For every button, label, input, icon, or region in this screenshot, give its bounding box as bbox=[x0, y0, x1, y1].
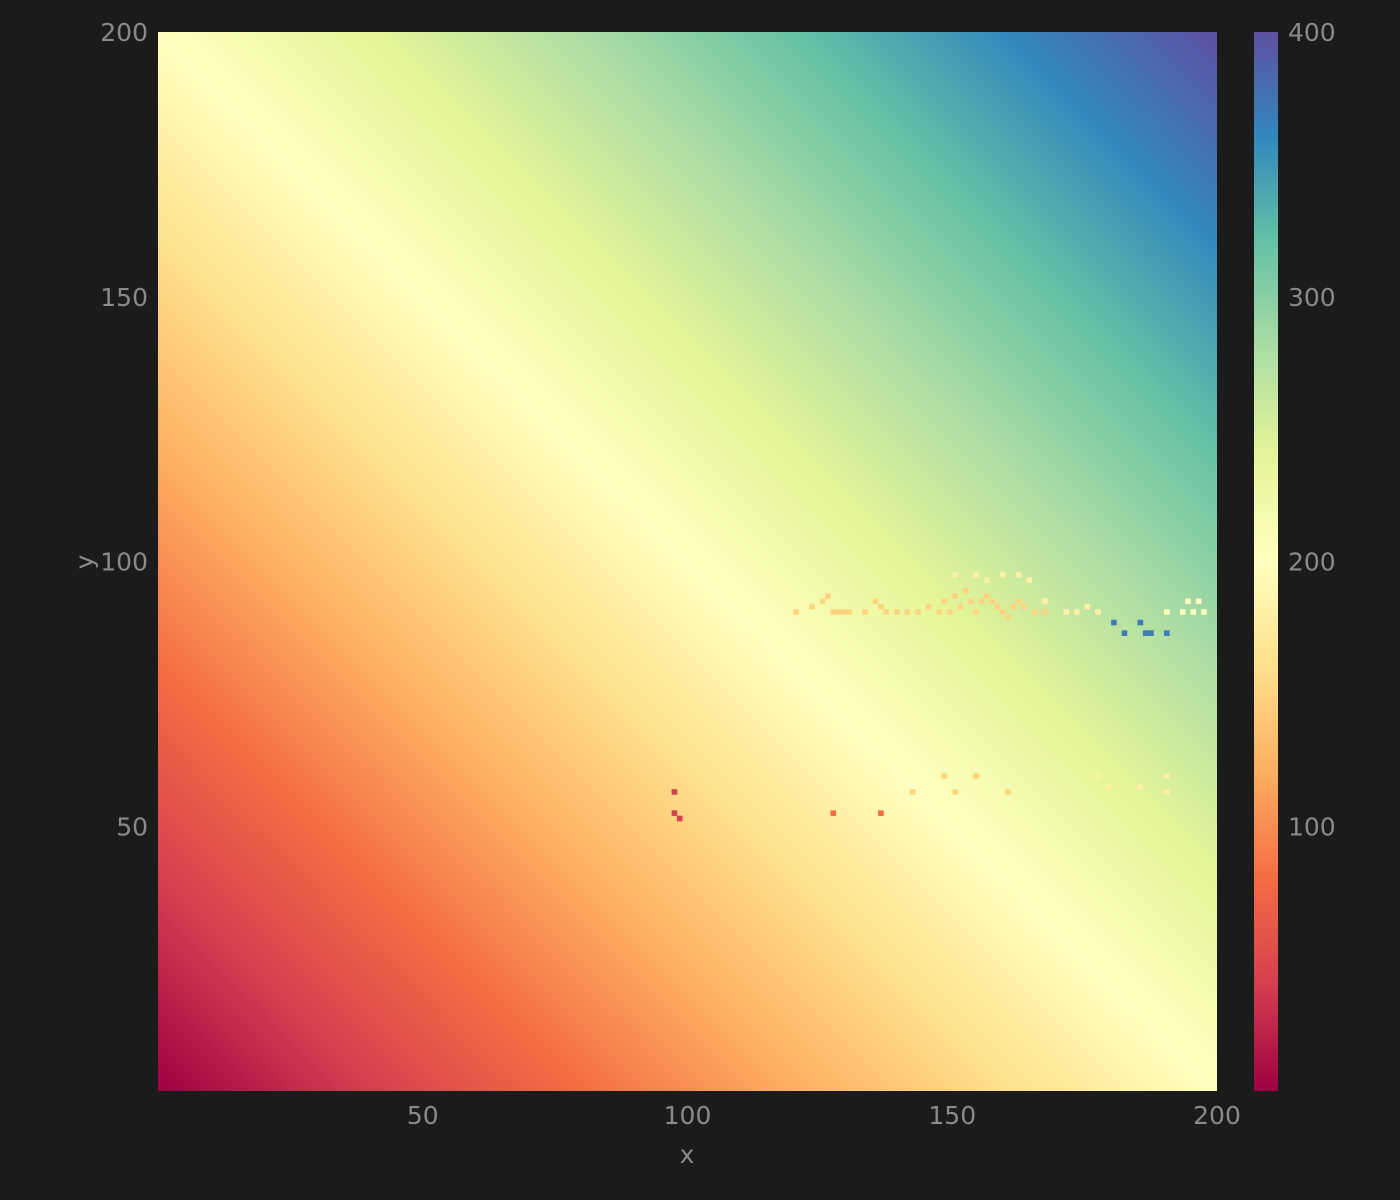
anomaly-cell bbox=[883, 609, 890, 615]
anomaly-cell bbox=[878, 810, 884, 816]
anomaly-cell bbox=[1063, 609, 1070, 615]
anomaly-cell bbox=[1111, 619, 1117, 626]
anomaly-cell bbox=[1164, 609, 1170, 615]
anomaly-cell bbox=[999, 609, 1006, 615]
y-tick-label: 100 bbox=[100, 548, 148, 577]
anomaly-cell bbox=[1195, 598, 1202, 605]
anomaly-cell bbox=[1137, 619, 1144, 626]
x-axis-ticks: 50 100 150 200 bbox=[407, 1101, 1241, 1130]
anomaly-cell bbox=[1042, 609, 1048, 615]
colorbar-tick-label: 400 bbox=[1288, 18, 1336, 47]
anomaly-cell bbox=[846, 609, 852, 615]
anomaly-cell bbox=[1074, 609, 1080, 615]
y-tick-label: 150 bbox=[100, 283, 148, 312]
anomaly-cell bbox=[1015, 572, 1022, 578]
y-tick-label: 200 bbox=[100, 18, 148, 47]
anomaly-cell bbox=[862, 609, 868, 615]
anomaly-cell bbox=[878, 603, 884, 610]
anomaly-cell bbox=[1021, 603, 1027, 610]
anomaly-cell bbox=[1015, 598, 1022, 605]
anomaly-cell bbox=[1084, 603, 1091, 610]
anomaly-cell bbox=[973, 572, 980, 578]
anomaly-cell bbox=[830, 810, 837, 816]
anomaly-cell bbox=[872, 598, 879, 605]
anomaly-cell bbox=[952, 593, 958, 599]
anomaly-cell bbox=[1005, 614, 1011, 621]
anomaly-cell bbox=[973, 773, 980, 779]
y-tick-label: 50 bbox=[116, 812, 148, 841]
y-axis-title: y bbox=[70, 554, 99, 569]
anomaly-cell bbox=[1164, 773, 1170, 779]
anomaly-cell bbox=[809, 603, 815, 610]
anomaly-cell bbox=[978, 598, 985, 605]
anomaly-cell bbox=[1164, 630, 1170, 636]
anomaly-cell bbox=[1005, 789, 1011, 795]
colorbar bbox=[1254, 32, 1278, 1091]
anomaly-cell bbox=[994, 603, 1001, 610]
anomaly-cell bbox=[1148, 630, 1154, 636]
anomaly-cell bbox=[957, 603, 964, 610]
y-axis-ticks: 50 100 150 200 bbox=[100, 18, 148, 841]
colorbar-tick-label: 200 bbox=[1288, 548, 1336, 577]
anomaly-cell bbox=[999, 572, 1006, 578]
anomaly-cell bbox=[894, 609, 900, 615]
x-tick-label: 100 bbox=[664, 1101, 712, 1130]
anomaly-cell bbox=[941, 598, 948, 605]
anomaly-cells bbox=[671, 572, 1207, 822]
anomaly-cell bbox=[909, 789, 916, 795]
anomaly-cell bbox=[825, 593, 831, 599]
x-tick-label: 150 bbox=[928, 1101, 976, 1130]
anomaly-cell bbox=[989, 598, 995, 605]
anomaly-cell bbox=[984, 593, 990, 599]
anomaly-cell bbox=[1105, 783, 1112, 790]
anomaly-cell bbox=[968, 598, 974, 605]
anomaly-cell bbox=[962, 587, 969, 594]
anomaly-cell bbox=[1095, 773, 1101, 779]
heatmap-field bbox=[158, 32, 1217, 1091]
anomaly-cell bbox=[1190, 609, 1197, 615]
anomaly-cell bbox=[671, 789, 678, 795]
anomaly-cell bbox=[793, 609, 799, 615]
anomaly-cell bbox=[973, 609, 980, 615]
anomaly-cell bbox=[946, 609, 953, 615]
anomaly-cell bbox=[941, 773, 948, 779]
colorbar-tick-label: 100 bbox=[1288, 812, 1336, 841]
anomaly-cell bbox=[1026, 577, 1032, 583]
anomaly-cell bbox=[1142, 630, 1149, 636]
anomaly-cell bbox=[952, 789, 958, 795]
anomaly-cell bbox=[936, 609, 942, 615]
anomaly-cell bbox=[1031, 609, 1038, 615]
anomaly-cell bbox=[925, 603, 932, 610]
anomaly-cell bbox=[1201, 609, 1207, 615]
anomaly-cell bbox=[830, 609, 837, 615]
anomaly-cell bbox=[1121, 630, 1128, 636]
anomaly-cell bbox=[671, 810, 678, 816]
anomaly-cell bbox=[819, 598, 826, 605]
anomaly-cell bbox=[1137, 783, 1144, 790]
anomaly-cell bbox=[1179, 609, 1186, 615]
anomaly-cell bbox=[1095, 609, 1101, 615]
anomaly-cell bbox=[1185, 598, 1191, 605]
x-axis-title: x bbox=[680, 1140, 695, 1169]
anomaly-cell bbox=[904, 609, 911, 615]
x-tick-label: 50 bbox=[407, 1101, 439, 1130]
anomaly-cell bbox=[952, 572, 958, 578]
anomaly-cell bbox=[1010, 603, 1017, 610]
colorbar-ticks: 100 200 300 400 bbox=[1288, 18, 1336, 841]
anomaly-cell bbox=[1042, 598, 1048, 605]
anomaly-cell bbox=[676, 815, 683, 822]
anomaly-cell bbox=[984, 577, 990, 583]
anomaly-cell bbox=[835, 609, 842, 615]
x-tick-label: 200 bbox=[1193, 1101, 1241, 1130]
anomaly-cell bbox=[915, 609, 921, 615]
colorbar-tick-label: 300 bbox=[1288, 283, 1336, 312]
anomaly-cell bbox=[1164, 789, 1170, 795]
anomaly-cell bbox=[841, 609, 847, 615]
